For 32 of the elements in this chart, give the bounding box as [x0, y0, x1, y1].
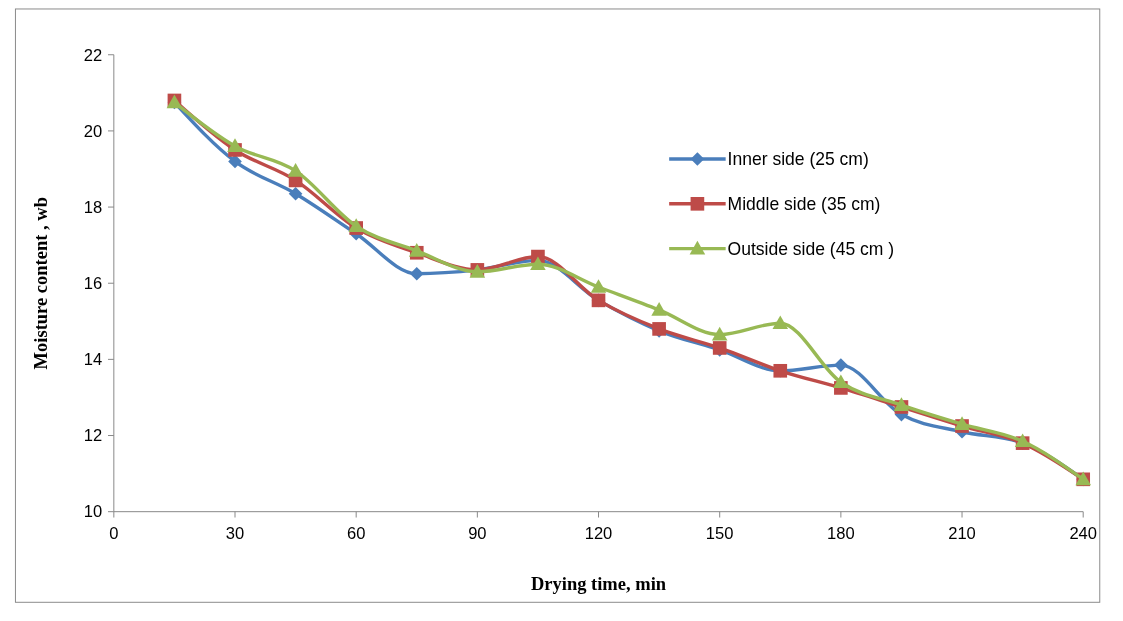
x-tick-label: 30: [225, 523, 245, 543]
x-axis-title: Drying time, min: [530, 573, 667, 594]
x-tick-label: 150: [705, 523, 734, 543]
point: [409, 266, 424, 281]
point: [772, 315, 789, 330]
x-tick-label: 180: [827, 523, 855, 543]
point: [288, 186, 303, 201]
x-tick-label: 210: [948, 523, 976, 543]
x-tick-label: 60: [346, 523, 366, 543]
x-tick-label: 0: [109, 523, 119, 543]
legend-label: Middle side (35 cm): [727, 193, 881, 214]
y-tick-label: 16: [83, 274, 103, 294]
point: [711, 326, 728, 341]
y-tick-label: 20: [83, 121, 103, 141]
point: [227, 138, 243, 152]
y-tick-label: 12: [83, 426, 103, 446]
y-tick-label: 18: [83, 197, 103, 217]
point: [590, 279, 607, 293]
point: [228, 154, 242, 169]
point: [833, 374, 849, 389]
x-tick-label: 90: [468, 523, 487, 543]
legend-label: Outside side (45 cm ): [727, 238, 895, 259]
x-tick-label: 240: [1069, 523, 1098, 543]
point: [834, 358, 848, 372]
y-axis-title: Moisture content , wb: [30, 197, 51, 370]
x-tick-label: 120: [584, 523, 613, 543]
y-tick-label: 14: [83, 350, 103, 370]
y-tick-label: 22: [83, 45, 103, 65]
legend-label: Inner side (25 cm): [727, 149, 869, 170]
y-tick-label: 10: [83, 502, 103, 522]
point: [287, 163, 304, 177]
point: [651, 302, 667, 316]
